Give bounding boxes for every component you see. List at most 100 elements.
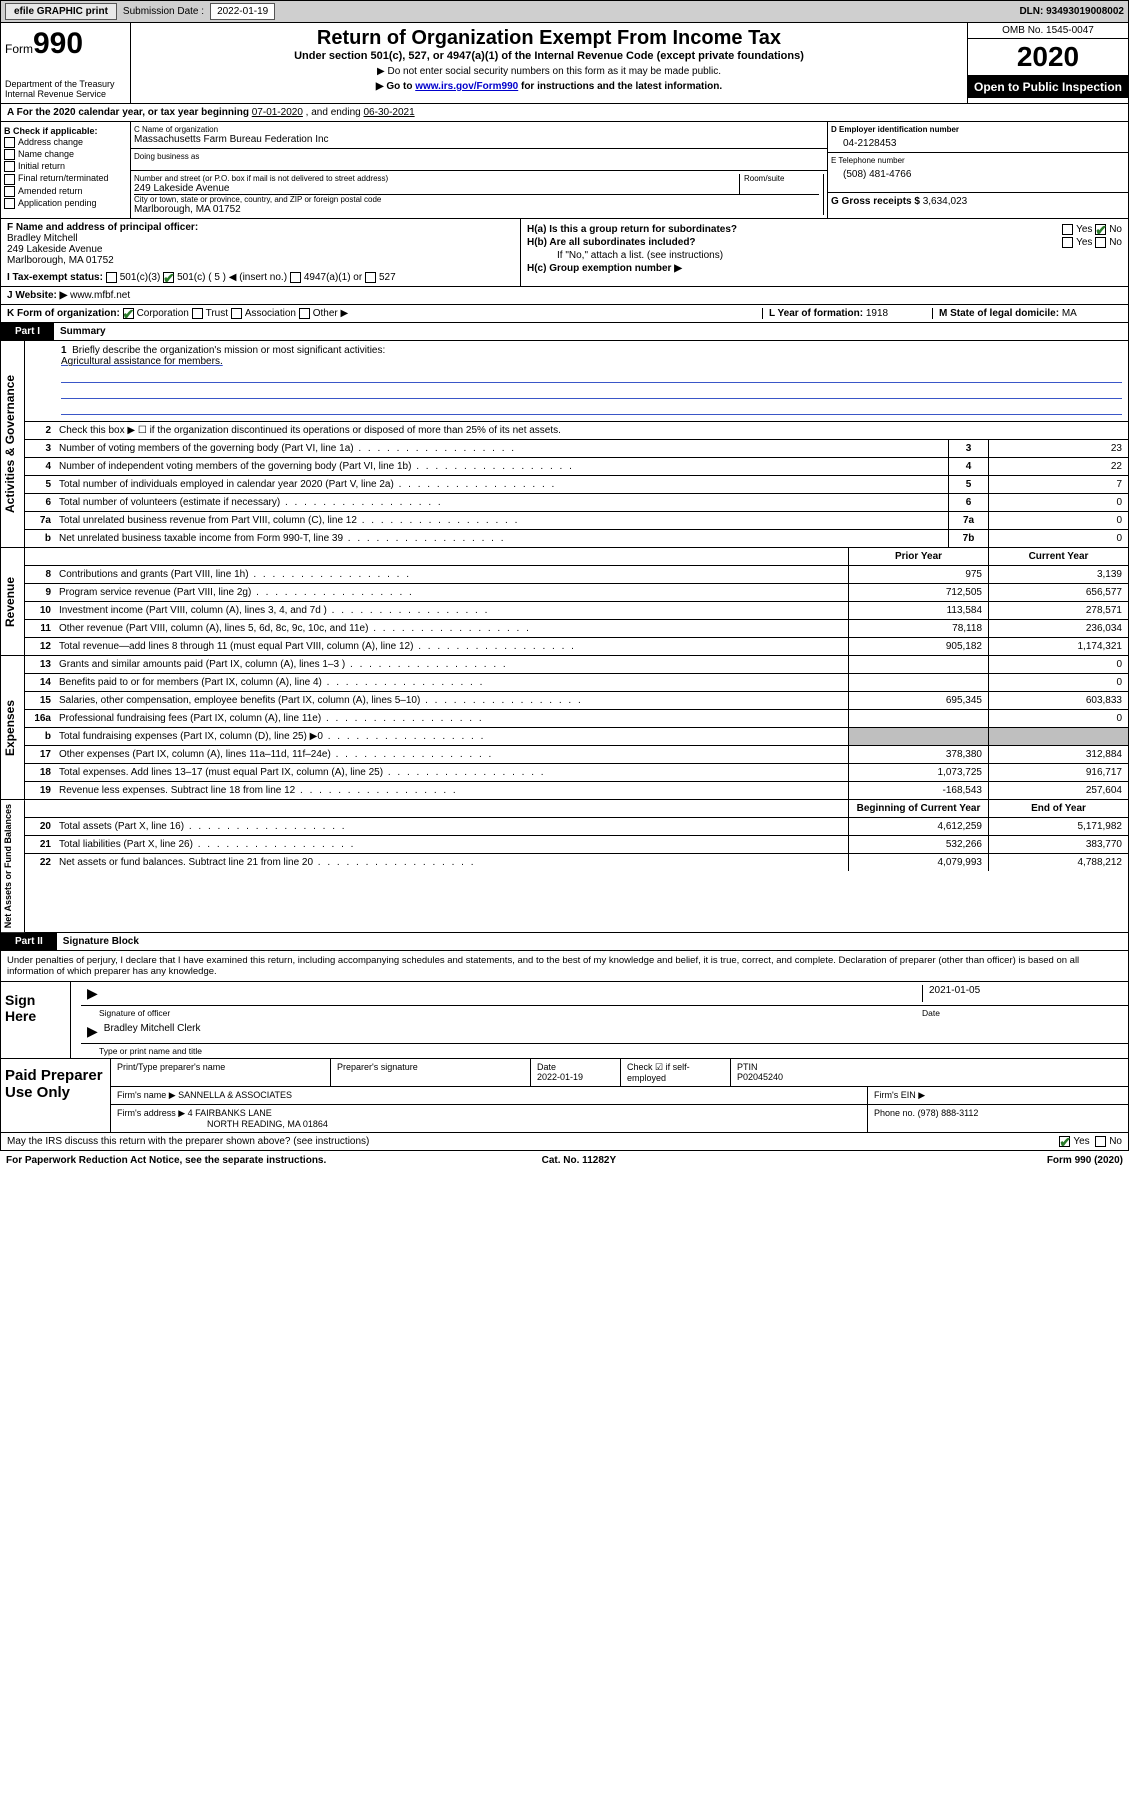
prep-sig-hdr: Preparer's signature [331,1059,531,1086]
gross-receipts: 3,634,023 [923,196,968,207]
summary-row: 15 Salaries, other compensation, employe… [25,692,1128,710]
dba-label: Doing business as [134,152,824,161]
summary-row: 19 Revenue less expenses. Subtract line … [25,782,1128,799]
tab-netassets: Net Assets or Fund Balances [1,800,25,932]
room-label: Room/suite [744,174,819,183]
summary-row: 21 Total liabilities (Part X, line 26) 5… [25,836,1128,854]
summary-row: 8 Contributions and grants (Part VIII, l… [25,566,1128,584]
dept-label: Department of the Treasury Internal Reve… [5,79,126,99]
summary-row: 9 Program service revenue (Part VIII, li… [25,584,1128,602]
state-domicile: MA [1062,308,1077,319]
summary-row: 14 Benefits paid to or for members (Part… [25,674,1128,692]
mission-text: Agricultural assistance for members. [61,356,1122,367]
h-a-no[interactable] [1095,224,1106,235]
prep-date: 2022-01-19 [537,1072,583,1082]
part-ii-header: Part II Signature Block [0,933,1129,951]
summary-row: 13 Grants and similar amounts paid (Part… [25,656,1128,674]
omb-number: OMB No. 1545-0047 [968,23,1128,39]
summary-row: 16a Professional fundraising fees (Part … [25,710,1128,728]
cat-no: Cat. No. 11282Y [542,1155,616,1166]
hdr-begin: Beginning of Current Year [848,800,988,817]
form-subtitle: Under section 501(c), 527, or 4947(a)(1)… [135,50,963,62]
form-word: Form [5,42,33,56]
paid-prep-label: Paid Preparer Use Only [1,1059,111,1132]
firm-name: SANNELLA & ASSOCIATES [178,1090,292,1100]
topbar: efile GRAPHIC print Submission Date : 20… [0,0,1129,23]
form-number: 990 [33,27,83,60]
summary-row: 17 Other expenses (Part IX, column (A), … [25,746,1128,764]
activities-governance: Activities & Governance 1 Briefly descri… [0,341,1129,548]
org-name: Massachusetts Farm Bureau Federation Inc [134,134,824,145]
q2: Check this box ▶ ☐ if the organization d… [55,422,1128,439]
discuss-row: May the IRS discuss this return with the… [0,1133,1129,1151]
entity-block: B Check if applicable: Address change Na… [0,122,1129,219]
box-i-label: I Tax-exempt status: [7,272,103,283]
sig-label: Signature of officer [99,1008,922,1018]
501c-checkbox[interactable] [163,272,174,283]
street: 249 Lakeside Avenue [134,183,739,194]
prep-name-hdr: Print/Type preparer's name [111,1059,331,1086]
summary-row: 3 Number of voting members of the govern… [25,440,1128,458]
summary-row: 4 Number of independent voting members o… [25,458,1128,476]
officer-sig-name: Bradley Mitchell Clerk [104,1023,201,1040]
preparer-block: Paid Preparer Use Only Print/Type prepar… [0,1059,1129,1133]
firm-addr2: NORTH READING, MA 01864 [117,1119,328,1129]
submission-label: Submission Date : [123,6,204,17]
expenses-section: Expenses 13 Grants and similar amounts p… [0,656,1129,800]
tab-activities: Activities & Governance [1,341,25,547]
q1: Briefly describe the organization's miss… [72,345,385,356]
public-inspection: Open to Public Inspection [968,76,1128,98]
officer-name: Bradley Mitchell [7,233,514,244]
box-c: C Name of organization Massachusetts Far… [131,122,827,149]
tab-revenue: Revenue [1,548,25,655]
website: www.mfbf.net [70,290,130,301]
submission-date: 2022-01-19 [210,3,275,20]
summary-row: 11 Other revenue (Part VIII, column (A),… [25,620,1128,638]
section-f-h: F Name and address of principal officer:… [0,219,1129,287]
summary-row: 20 Total assets (Part X, line 16) 4,612,… [25,818,1128,836]
irs-link[interactable]: www.irs.gov/Form990 [415,81,518,92]
box-k: K Form of organization: Corporation Trus… [0,305,1129,323]
year-formation: 1918 [866,308,888,319]
form-ref: Form 990 (2020) [1047,1155,1123,1166]
firm-addr1: 4 FAIRBANKS LANE [188,1108,272,1118]
summary-row: 10 Investment income (Part VIII, column … [25,602,1128,620]
summary-row: b Total fundraising expenses (Part IX, c… [25,728,1128,746]
hdr-end: End of Year [988,800,1128,817]
form-header: Form990 Department of the Treasury Inter… [0,23,1129,104]
tax-year: 2020 [968,39,1128,76]
ein: 04-2128453 [831,134,1125,149]
summary-row: 18 Total expenses. Add lines 13–17 (must… [25,764,1128,782]
box-d: D Employer identification number 04-2128… [828,122,1128,153]
line-a: A For the 2020 calendar year, or tax yea… [0,104,1129,122]
box-h: H(a) Is this a group return for subordin… [521,219,1128,286]
form-title: Return of Organization Exempt From Incom… [135,27,963,50]
discuss-yes[interactable] [1059,1136,1070,1147]
part-i-header: Part I Summary [0,323,1129,341]
sign-here-label: Sign Here [1,982,71,1058]
sign-block: Sign Here ▶2021-01-05 Signature of offic… [0,982,1129,1059]
hdr-current: Current Year [988,548,1128,565]
ptin: P02045240 [737,1072,783,1082]
note-ssn: ▶ Do not enter social security numbers o… [135,66,963,77]
box-b: B Check if applicable: Address change Na… [1,122,131,218]
city: Marlborough, MA 01752 [134,204,819,215]
summary-row: 5 Total number of individuals employed i… [25,476,1128,494]
perjury-text: Under penalties of perjury, I declare th… [0,951,1129,982]
dln: DLN: 93493019008002 [1019,6,1124,17]
box-g: G Gross receipts $ 3,634,023 [828,193,1128,210]
footer: For Paperwork Reduction Act Notice, see … [0,1151,1129,1170]
firm-ein: Firm's EIN ▶ [868,1087,1128,1104]
paperwork-notice: For Paperwork Reduction Act Notice, see … [6,1155,326,1166]
summary-row: b Net unrelated business taxable income … [25,530,1128,547]
revenue-section: Revenue Prior YearCurrent Year 8 Contrib… [0,548,1129,656]
summary-row: 7a Total unrelated business revenue from… [25,512,1128,530]
box-f: F Name and address of principal officer:… [1,219,521,286]
netassets-section: Net Assets or Fund Balances Beginning of… [0,800,1129,933]
box-j: J Website: ▶ www.mfbf.net [0,287,1129,305]
name-label: Type or print name and title [99,1046,202,1056]
efile-print-btn[interactable]: efile GRAPHIC print [5,3,117,20]
tab-expenses: Expenses [1,656,25,799]
sign-date: 2021-01-05 [922,985,1122,1002]
corp-checkbox[interactable] [123,308,134,319]
